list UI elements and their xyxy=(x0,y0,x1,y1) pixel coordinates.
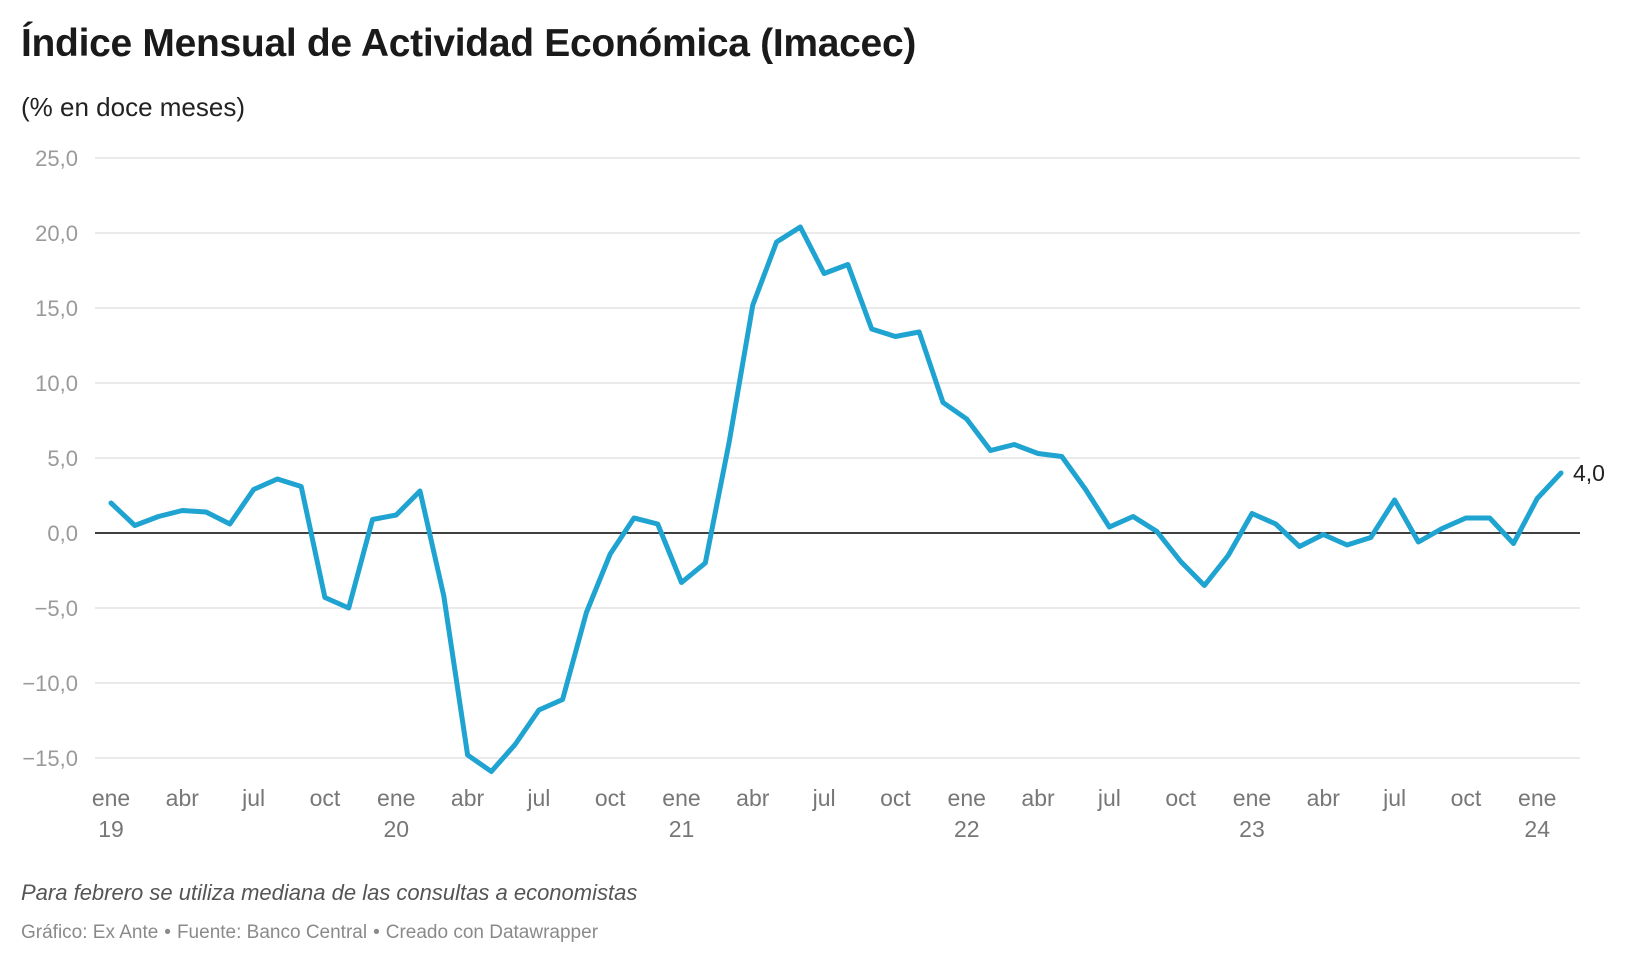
y-tick-label: −10,0 xyxy=(22,671,78,696)
credit-separator: • xyxy=(373,922,380,943)
x-tick-label: ene xyxy=(1518,785,1556,811)
footnote: Para febrero se utiliza mediana de las c… xyxy=(21,880,638,905)
credit-chart-by: Gráfico: Ex Ante xyxy=(21,922,159,943)
x-tick-label: abr xyxy=(451,785,485,811)
x-tick-label: ene xyxy=(92,785,130,811)
x-tick-year-label: 24 xyxy=(1524,816,1550,842)
credit-tool: Creado con Datawrapper xyxy=(385,922,599,943)
x-tick-label: jul xyxy=(1382,785,1406,811)
x-tick-label: oct xyxy=(1165,785,1196,811)
series-line-imacec xyxy=(108,224,1564,774)
y-tick-label: 15,0 xyxy=(35,296,78,321)
x-tick-year-label: 22 xyxy=(954,816,980,842)
x-tick-label: ene xyxy=(948,785,986,811)
y-tick-label: 20,0 xyxy=(35,221,78,246)
y-axis-labels: 25,0 20,0 15,0 10,0 5,0 0,0 −5,0 −10,0 −15,0 xyxy=(22,146,78,771)
x-tick-label: jul xyxy=(812,785,836,811)
y-tick-label: 5,0 xyxy=(47,446,78,471)
x-tick-label: oct xyxy=(310,785,341,811)
y-tick-label: −5,0 xyxy=(35,596,78,621)
x-tick-label: ene xyxy=(662,785,700,811)
x-tick-label: oct xyxy=(595,785,626,811)
credit-source: Fuente: Banco Central xyxy=(176,922,368,943)
x-tick-label: jul xyxy=(241,785,265,811)
y-gridlines xyxy=(95,157,1580,759)
chart-subtitle: (% en doce meses) xyxy=(21,92,245,122)
y-tick-label: 10,0 xyxy=(35,371,78,396)
x-tick-label: abr xyxy=(166,785,200,811)
last-value-label: 4,0 xyxy=(1573,460,1605,486)
credit-separator: • xyxy=(164,922,171,943)
x-tick-label: abr xyxy=(736,785,770,811)
x-tick-label: oct xyxy=(1451,785,1482,811)
x-tick-label: oct xyxy=(880,785,911,811)
y-tick-label: 0,0 xyxy=(47,521,78,546)
x-tick-year-label: 23 xyxy=(1239,816,1265,842)
x-tick-year-label: 21 xyxy=(669,816,695,842)
credits-line: Gráfico: Ex Ante • Fuente: Banco Central • C… xyxy=(21,922,598,944)
x-tick-label: jul xyxy=(1097,785,1121,811)
x-tick-label: abr xyxy=(1021,785,1055,811)
x-tick-label: jul xyxy=(526,785,550,811)
x-tick-year-label: 20 xyxy=(383,816,409,842)
x-axis-labels: ene 19 abr jul oct ene 20 abr jul oct ene 21 abr jul o… xyxy=(92,785,1557,842)
x-tick-label: abr xyxy=(1307,785,1341,811)
y-tick-label: 25,0 xyxy=(35,146,78,171)
x-tick-year-label: 19 xyxy=(98,816,124,842)
x-tick-label: ene xyxy=(377,785,415,811)
x-tick-label: ene xyxy=(1233,785,1271,811)
y-tick-label: −15,0 xyxy=(22,746,78,771)
chart-title: Índice Mensual de Actividad Económica (I… xyxy=(21,22,917,65)
